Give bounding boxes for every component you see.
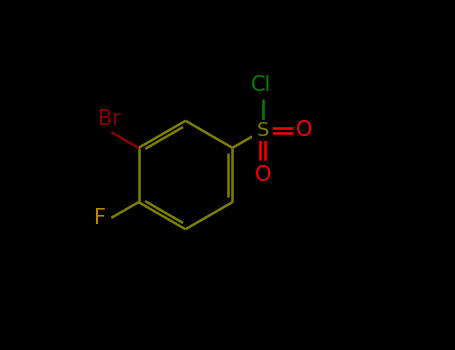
Text: Br: Br bbox=[98, 109, 121, 129]
Text: O: O bbox=[255, 164, 271, 185]
Text: O: O bbox=[296, 120, 313, 140]
Text: S: S bbox=[257, 121, 269, 140]
Text: Cl: Cl bbox=[251, 75, 271, 95]
FancyBboxPatch shape bbox=[252, 120, 273, 141]
Text: F: F bbox=[94, 208, 106, 228]
